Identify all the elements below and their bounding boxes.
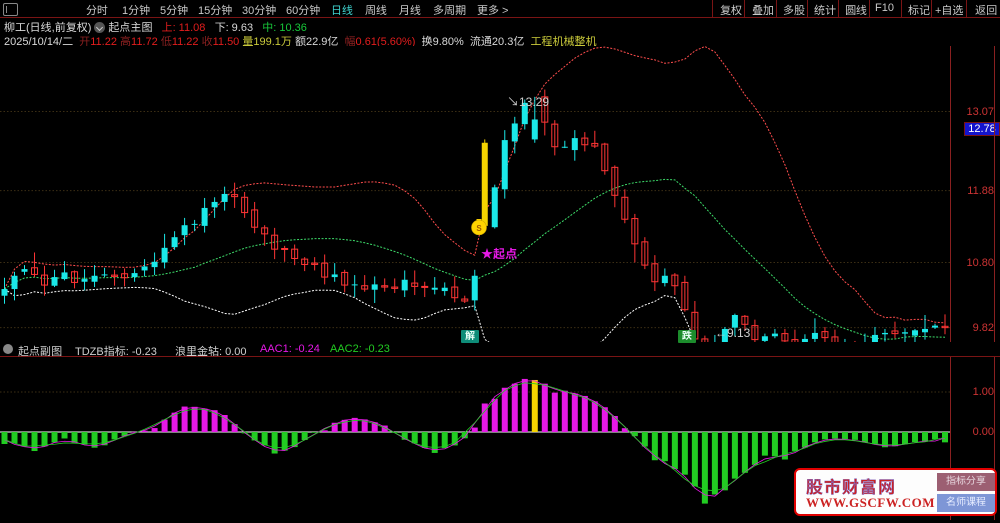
svg-text:S: S xyxy=(476,224,482,233)
